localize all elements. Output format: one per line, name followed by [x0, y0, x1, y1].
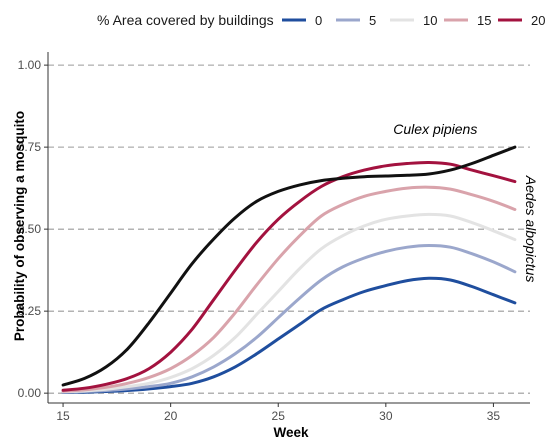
y-tick-label: 0.00: [18, 386, 42, 400]
gridlines: [48, 64, 530, 394]
x-axis-title: Week: [273, 425, 309, 440]
legend-entries: 0 5 10 15 20: [282, 13, 545, 28]
series-lines: [61, 145, 517, 394]
y-tick-label: 1.00: [18, 58, 42, 72]
y-axis: 0.00 0.25 0.50 0.75 1.00: [18, 52, 49, 403]
series-line-0: [61, 276, 517, 394]
x-axis: 15 20 25 30 35: [48, 402, 530, 423]
x-tick-label: 20: [164, 409, 178, 423]
legend-label: 15: [477, 13, 491, 28]
x-tick-label: 30: [379, 409, 393, 423]
annotations: Culex pipiens Aedes albopictus: [393, 121, 539, 282]
y-tick-label: 0.25: [18, 304, 42, 318]
legend-title: % Area covered by buildings: [97, 12, 274, 28]
series-line-15: [61, 185, 517, 393]
series-line-20: [61, 160, 517, 392]
y-tick-label: 0.50: [18, 222, 42, 236]
legend-label: 5: [369, 13, 376, 28]
series-line-5: [61, 244, 517, 394]
y-axis-title: Probability of observing a mosquito: [12, 111, 27, 341]
annotation-culex-pipiens: Culex pipiens: [393, 121, 477, 137]
legend-label: 20: [531, 13, 545, 28]
legend-label: 0: [315, 13, 322, 28]
x-tick-label: 15: [56, 409, 70, 423]
legend-label: 10: [423, 13, 437, 28]
series-line-10: [61, 212, 517, 394]
series-line-culex-pipiens: [61, 145, 517, 387]
x-tick-label: 25: [272, 409, 286, 423]
annotation-aedes-albopictus: Aedes albopictus: [523, 175, 539, 283]
y-tick-label: 0.75: [18, 140, 42, 154]
x-tick-label: 35: [487, 409, 501, 423]
legend: % Area covered by buildings 0 5 10 15 20: [97, 12, 545, 28]
